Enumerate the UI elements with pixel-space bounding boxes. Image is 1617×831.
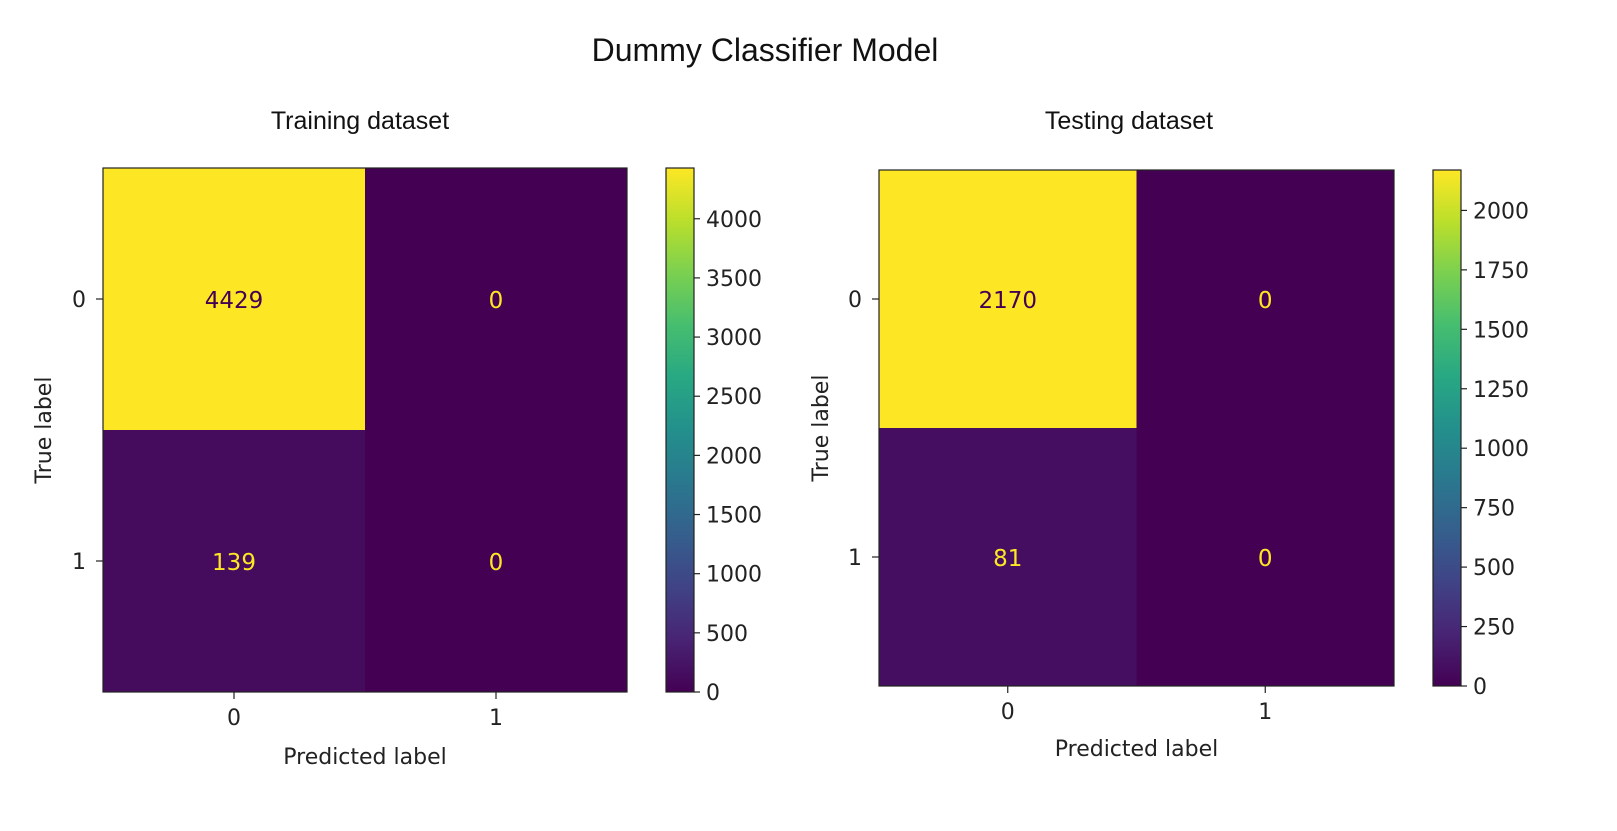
colorbar-tick-label-1-8: 2000 xyxy=(1473,199,1529,224)
y-tick-label-0-1: 1 xyxy=(72,550,86,575)
matrix-cell-0-1-0 xyxy=(103,430,365,692)
colorbar-tick-label-0-0: 0 xyxy=(706,681,720,706)
y-tick-label-1-1: 1 xyxy=(848,546,862,571)
colorbar-tick-label-0-4: 2000 xyxy=(706,444,762,469)
colorbar-tick-label-0-1: 500 xyxy=(706,622,748,647)
colorbar-tick-label-1-0: 0 xyxy=(1473,675,1487,700)
matrix-cell-1-1-0 xyxy=(879,428,1137,686)
colorbar-tick-label-0-2: 1000 xyxy=(706,563,762,588)
matrix-cell-1-0-0 xyxy=(879,170,1137,428)
cell-value-1-0-1: 0 xyxy=(1258,288,1273,314)
colorbar-tick-label-1-3: 750 xyxy=(1473,497,1515,522)
x-tick-label-1-1: 1 xyxy=(1258,700,1272,725)
matrix-cell-1-1-1 xyxy=(1136,428,1394,686)
colorbar-0 xyxy=(665,167,695,693)
cell-value-1-1-1: 0 xyxy=(1258,546,1273,572)
panel-title-1: Testing dataset xyxy=(1045,107,1213,135)
matrix-cell-0-0-0 xyxy=(103,168,365,430)
cell-value-1-0-0: 2170 xyxy=(978,288,1037,314)
colorbar-tick-label-1-7: 1750 xyxy=(1473,259,1529,284)
colorbar-tick-label-1-4: 1000 xyxy=(1473,437,1529,462)
colorbar-tick-label-0-8: 4000 xyxy=(706,208,762,233)
colorbar-tick-label-1-5: 1250 xyxy=(1473,378,1529,403)
x-tick-label-1-0: 0 xyxy=(1001,700,1015,725)
matrix-frame-0 xyxy=(102,167,628,693)
x-axis-label-0: Predicted label xyxy=(283,745,446,770)
colorbar-tick-label-0-6: 3000 xyxy=(706,326,762,351)
cell-value-1-1-0: 81 xyxy=(993,546,1022,572)
y-axis-label-1: True label xyxy=(809,375,834,483)
matrix-cell-0-0-1 xyxy=(365,168,627,430)
cell-value-0-1-0: 139 xyxy=(212,550,256,576)
x-axis-label-1: Predicted label xyxy=(1055,737,1218,762)
colorbar-1 xyxy=(1432,169,1462,687)
matrix-cell-0-1-1 xyxy=(365,430,627,692)
colorbar-tick-label-1-1: 250 xyxy=(1473,616,1515,641)
matrix-cell-1-0-1 xyxy=(1136,170,1394,428)
colorbar-tick-label-0-5: 2500 xyxy=(706,385,762,410)
colorbar-tick-label-0-7: 3500 xyxy=(706,267,762,292)
x-tick-label-0-1: 1 xyxy=(489,706,503,731)
colorbar-tick-label-1-2: 500 xyxy=(1473,556,1515,581)
colorbar-tick-label-1-6: 1500 xyxy=(1473,318,1529,343)
cell-value-0-0-0: 4429 xyxy=(205,288,264,314)
cell-value-0-0-1: 0 xyxy=(489,288,504,314)
y-tick-label-0-0: 0 xyxy=(72,288,86,313)
x-tick-label-0-0: 0 xyxy=(227,706,241,731)
y-tick-label-1-0: 0 xyxy=(848,288,862,313)
cell-value-0-1-1: 0 xyxy=(489,550,504,576)
panel-title-0: Training dataset xyxy=(271,107,449,135)
matrix-frame-1 xyxy=(878,169,1395,687)
colorbar-tick-label-0-3: 1500 xyxy=(706,504,762,529)
figure-title: Dummy Classifier Model xyxy=(591,32,939,68)
y-axis-label-0: True label xyxy=(32,377,57,485)
